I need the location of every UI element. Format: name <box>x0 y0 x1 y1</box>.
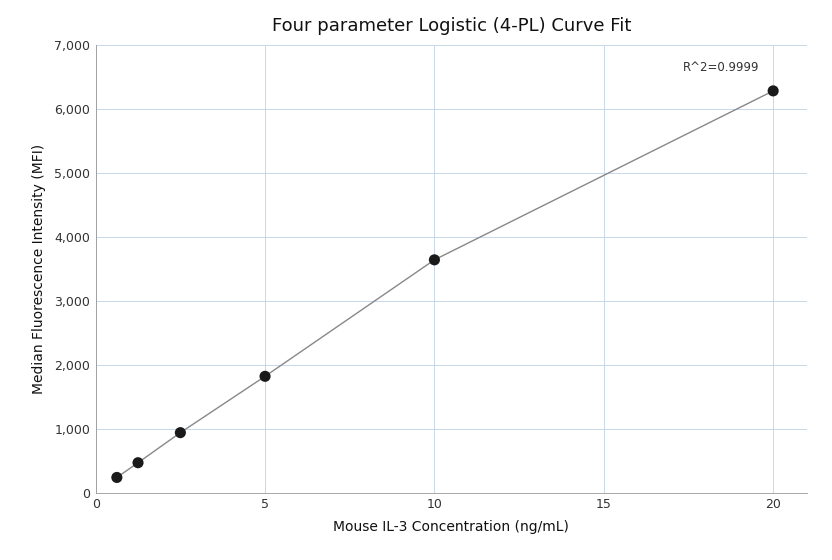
Point <box>259 372 272 381</box>
Y-axis label: Median Fluorescence Intensity (MFI): Median Fluorescence Intensity (MFI) <box>32 144 46 394</box>
Title: Four parameter Logistic (4-PL) Curve Fit: Four parameter Logistic (4-PL) Curve Fit <box>272 17 631 35</box>
Point <box>110 473 123 482</box>
Text: R^2=0.9999: R^2=0.9999 <box>683 60 760 73</box>
X-axis label: Mouse IL-3 Concentration (ng/mL): Mouse IL-3 Concentration (ng/mL) <box>334 520 569 534</box>
Point <box>174 428 187 437</box>
Point <box>428 255 441 264</box>
Point <box>766 86 780 95</box>
Point <box>131 458 145 467</box>
